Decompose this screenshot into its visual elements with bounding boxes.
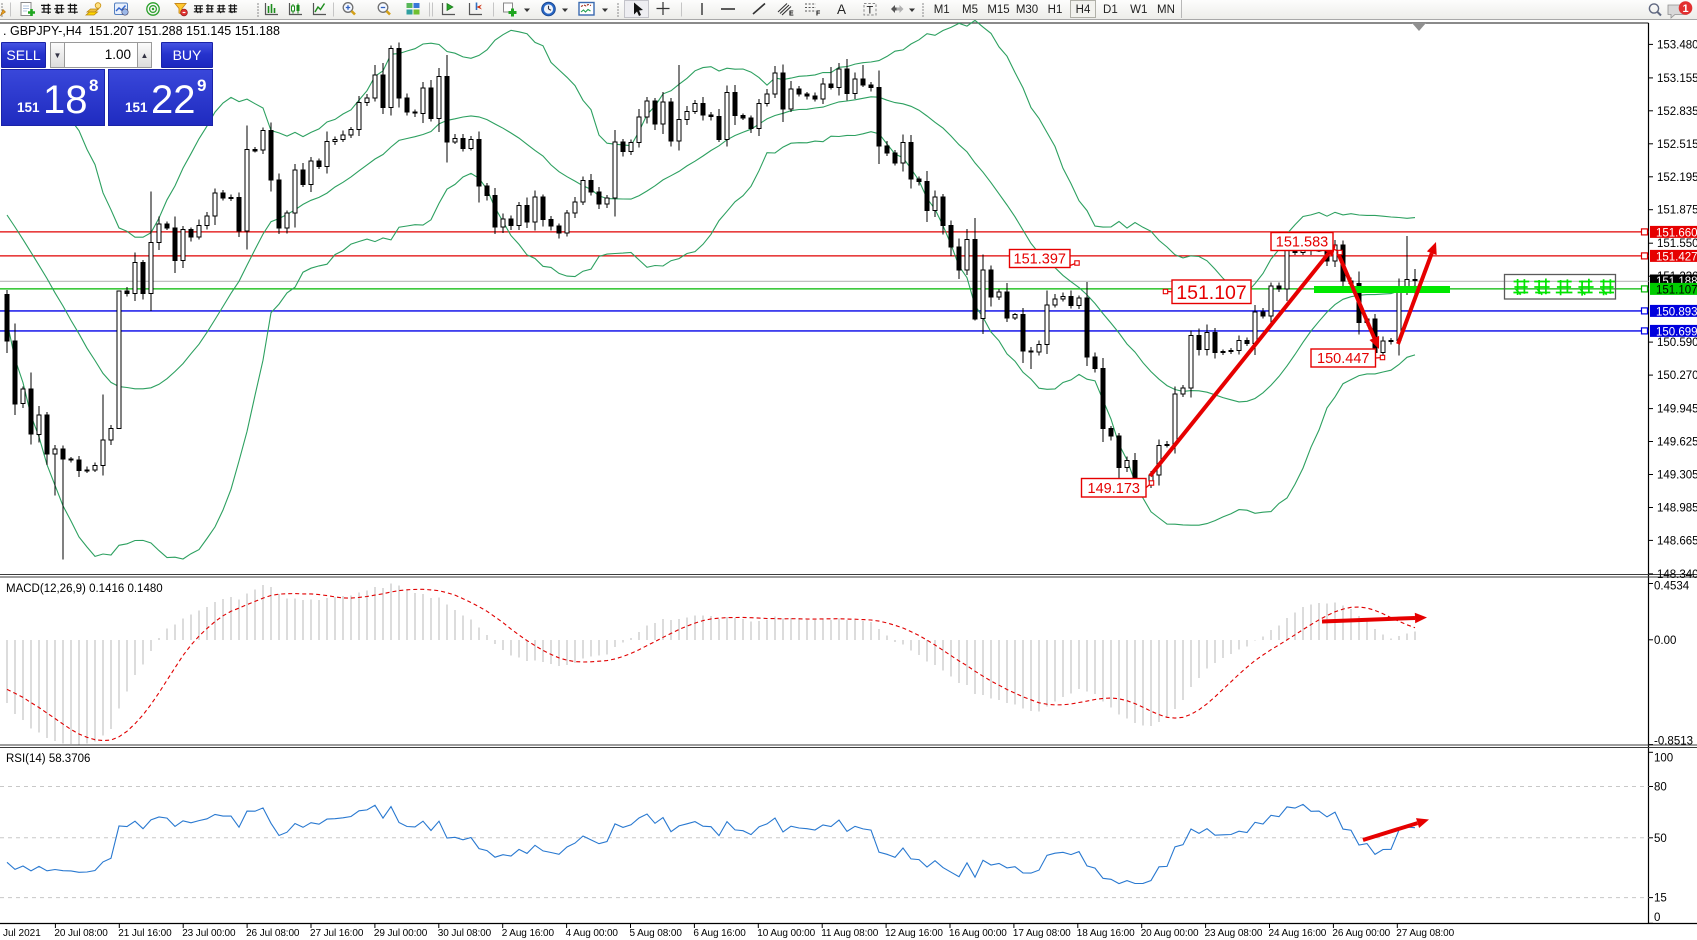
svg-text:26 Aug 00:00: 26 Aug 00:00 bbox=[1332, 928, 1390, 939]
svg-text:149.945: 149.945 bbox=[1657, 404, 1697, 416]
svg-text:151.427: 151.427 bbox=[1656, 251, 1697, 263]
svg-text:16 Aug 00:00: 16 Aug 00:00 bbox=[949, 928, 1007, 939]
svg-text:RSI(14) 58.3706: RSI(14) 58.3706 bbox=[6, 753, 90, 765]
svg-text:150.270: 150.270 bbox=[1657, 370, 1697, 382]
svg-text:D1: D1 bbox=[1103, 4, 1118, 16]
svg-text:148.665: 148.665 bbox=[1657, 535, 1697, 547]
svg-text:24 Aug 16:00: 24 Aug 16:00 bbox=[1269, 928, 1327, 939]
svg-text:151.397: 151.397 bbox=[1014, 252, 1066, 268]
svg-text:M5: M5 bbox=[962, 4, 978, 16]
svg-text:GBPJPY-,H4 151.207 151.288 15: GBPJPY-,H4 151.207 151.288 151.145 151.1… bbox=[10, 24, 280, 38]
svg-text:151.107: 151.107 bbox=[1656, 284, 1697, 296]
svg-text:20 Aug 00:00: 20 Aug 00:00 bbox=[1141, 928, 1199, 939]
svg-text:30 Jul 08:00: 30 Jul 08:00 bbox=[438, 928, 492, 939]
svg-text:5 Aug 08:00: 5 Aug 08:00 bbox=[630, 928, 683, 939]
svg-text:H4: H4 bbox=[1076, 4, 1091, 16]
svg-text:0: 0 bbox=[1654, 912, 1660, 924]
svg-text:23 Aug 08:00: 23 Aug 08:00 bbox=[1205, 928, 1263, 939]
svg-text:150.699: 150.699 bbox=[1656, 326, 1697, 338]
svg-text:26 Jul 08:00: 26 Jul 08:00 bbox=[246, 928, 300, 939]
svg-text:152.515: 152.515 bbox=[1657, 139, 1697, 151]
svg-text:18 Aug 16:00: 18 Aug 16:00 bbox=[1077, 928, 1135, 939]
svg-text:17 Aug 08:00: 17 Aug 08:00 bbox=[1013, 928, 1071, 939]
svg-text:E: E bbox=[789, 11, 794, 18]
svg-text:.: . bbox=[3, 24, 6, 38]
svg-text:10 Aug 00:00: 10 Aug 00:00 bbox=[757, 928, 815, 939]
svg-text:80: 80 bbox=[1654, 782, 1667, 794]
svg-text:M1: M1 bbox=[934, 4, 950, 16]
svg-text:M15: M15 bbox=[987, 4, 1009, 16]
svg-text:151.583: 151.583 bbox=[1276, 235, 1328, 251]
svg-text:151.107: 151.107 bbox=[1176, 282, 1247, 304]
svg-text:MACD(12,26,9) 0.1416 0.1480: MACD(12,26,9) 0.1416 0.1480 bbox=[6, 583, 163, 595]
svg-text:27 Jul 16:00: 27 Jul 16:00 bbox=[310, 928, 364, 939]
svg-text:M30: M30 bbox=[1016, 4, 1038, 16]
svg-text:150.893: 150.893 bbox=[1656, 306, 1697, 318]
svg-text:150.590: 150.590 bbox=[1657, 337, 1697, 349]
svg-text:12 Aug 16:00: 12 Aug 16:00 bbox=[885, 928, 943, 939]
svg-text:152.195: 152.195 bbox=[1657, 172, 1697, 184]
svg-text:151.550: 151.550 bbox=[1657, 238, 1697, 250]
svg-text:29 Jul 00:00: 29 Jul 00:00 bbox=[374, 928, 428, 939]
svg-text:153.155: 153.155 bbox=[1657, 73, 1697, 85]
svg-text:A: A bbox=[837, 2, 846, 17]
svg-text:153.480: 153.480 bbox=[1657, 39, 1697, 51]
svg-text:148.985: 148.985 bbox=[1657, 503, 1697, 515]
svg-text:1: 1 bbox=[1682, 3, 1688, 15]
svg-text:149.305: 149.305 bbox=[1657, 470, 1697, 482]
svg-text:T: T bbox=[867, 5, 874, 17]
svg-text:21 Jul 16:00: 21 Jul 16:00 bbox=[118, 928, 172, 939]
svg-text:100: 100 bbox=[1654, 753, 1673, 765]
svg-text:0.00: 0.00 bbox=[1654, 635, 1676, 647]
svg-text:151.660: 151.660 bbox=[1656, 227, 1697, 239]
svg-text:20 Jul 08:00: 20 Jul 08:00 bbox=[54, 928, 108, 939]
svg-text:150.447: 150.447 bbox=[1317, 351, 1369, 367]
svg-text:0.4534: 0.4534 bbox=[1654, 581, 1690, 593]
svg-text:-0.8513: -0.8513 bbox=[1654, 736, 1693, 748]
svg-text:Jul 2021: Jul 2021 bbox=[3, 928, 41, 939]
svg-text:6 Aug 16:00: 6 Aug 16:00 bbox=[693, 928, 746, 939]
svg-text:151.875: 151.875 bbox=[1657, 205, 1697, 217]
svg-text:149.173: 149.173 bbox=[1088, 481, 1140, 497]
svg-text:4 Aug 00:00: 4 Aug 00:00 bbox=[566, 928, 619, 939]
svg-text:W1: W1 bbox=[1130, 4, 1147, 16]
svg-text:F: F bbox=[816, 11, 821, 18]
svg-text:MN: MN bbox=[1157, 4, 1175, 16]
svg-text:H1: H1 bbox=[1048, 4, 1063, 16]
svg-text:50: 50 bbox=[1654, 833, 1667, 845]
svg-text:2 Aug 16:00: 2 Aug 16:00 bbox=[502, 928, 555, 939]
svg-text:148.340: 148.340 bbox=[1657, 569, 1697, 581]
svg-text:149.625: 149.625 bbox=[1657, 437, 1697, 449]
svg-text:152.835: 152.835 bbox=[1657, 106, 1697, 118]
svg-text:27 Aug 08:00: 27 Aug 08:00 bbox=[1396, 928, 1454, 939]
svg-text:23 Jul 00:00: 23 Jul 00:00 bbox=[182, 928, 236, 939]
svg-text:11 Aug 08:00: 11 Aug 08:00 bbox=[821, 928, 879, 939]
svg-text:15: 15 bbox=[1654, 893, 1667, 905]
